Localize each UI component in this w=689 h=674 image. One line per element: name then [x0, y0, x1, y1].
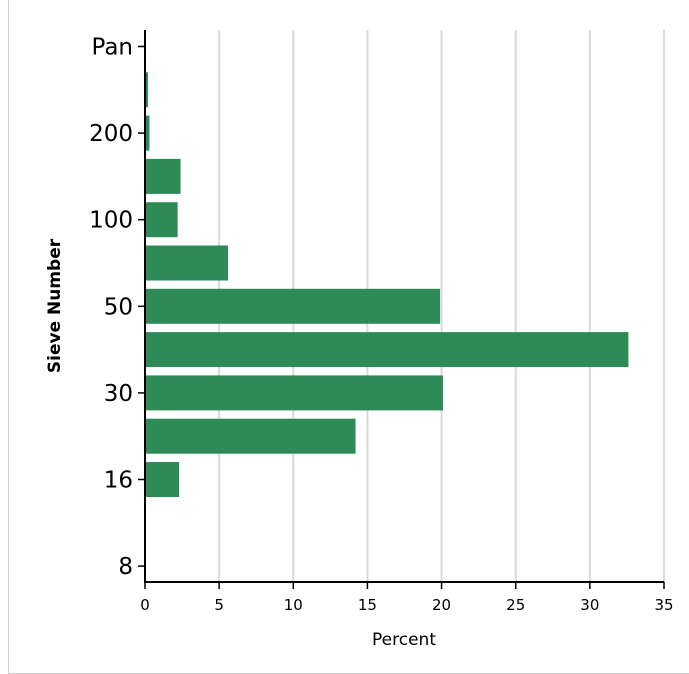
x-tick-label-5: 5	[214, 596, 224, 614]
bars	[146, 72, 629, 497]
x-tick-label-15: 15	[358, 596, 377, 614]
x-tick-label-0: 0	[140, 596, 150, 614]
y-tick-label-Pan: Pan	[91, 35, 133, 61]
bar-1	[146, 72, 148, 108]
x-tick-label-20: 20	[432, 596, 451, 614]
bar-5	[146, 245, 229, 281]
x-tick-label-10: 10	[284, 596, 303, 614]
y-tick-label-30: 30	[104, 381, 133, 407]
bar-3	[146, 158, 181, 194]
x-ticks: 0 5 10 15 20 25 30 35	[140, 582, 674, 614]
bar-8	[146, 375, 444, 411]
bar-4	[146, 202, 178, 238]
y-ticks: Pan 200 100 50 30 16 8	[89, 35, 145, 580]
bar-6	[146, 288, 441, 324]
y-tick-label-200: 200	[89, 121, 133, 147]
bar-7	[146, 332, 629, 368]
y-tick-label-50: 50	[104, 294, 133, 320]
y-tick-label-100: 100	[89, 208, 133, 234]
y-tick-label-16: 16	[104, 468, 133, 494]
x-axis-label: Percent	[372, 630, 436, 650]
x-tick-label-25: 25	[506, 596, 525, 614]
y-tick-label-8: 8	[118, 554, 133, 580]
bar-10	[146, 462, 180, 497]
x-tick-label-30: 30	[580, 596, 599, 614]
x-tick-label-35: 35	[654, 596, 673, 614]
bar-9	[146, 418, 356, 454]
y-axis-label: Sieve Number	[45, 238, 65, 373]
bar-2	[146, 115, 150, 151]
